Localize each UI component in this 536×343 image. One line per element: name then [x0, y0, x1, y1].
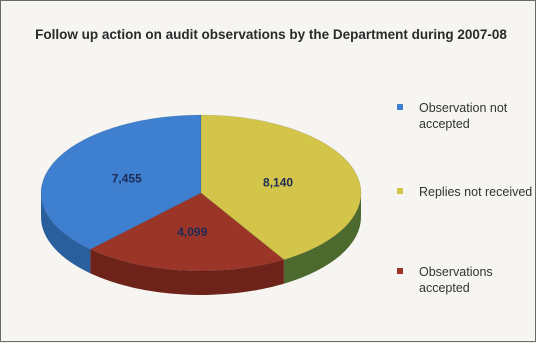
legend-label: Replies not received	[419, 185, 533, 199]
chart-title: Follow up action on audit observations b…	[35, 27, 507, 42]
pie-side-0	[40, 193, 91, 274]
legend-label: Observation not accepted	[419, 101, 508, 131]
pie-slice-observation-not-accepted	[40, 114, 202, 250]
pie-side-2	[90, 249, 284, 296]
legend-swatch-red	[397, 268, 403, 274]
legend-swatch-yellow	[397, 188, 403, 194]
data-label: 8,140	[263, 176, 293, 190]
pie-slice-observations-accepted	[89, 192, 285, 272]
pie-slice-replies-not-received	[200, 114, 362, 261]
legend-label: Observations accepted	[419, 265, 493, 295]
data-label: 4,099	[177, 225, 207, 239]
pie-side-1	[283, 193, 361, 284]
data-label: 7,455	[112, 171, 142, 185]
legend-swatch-blue	[397, 104, 403, 110]
